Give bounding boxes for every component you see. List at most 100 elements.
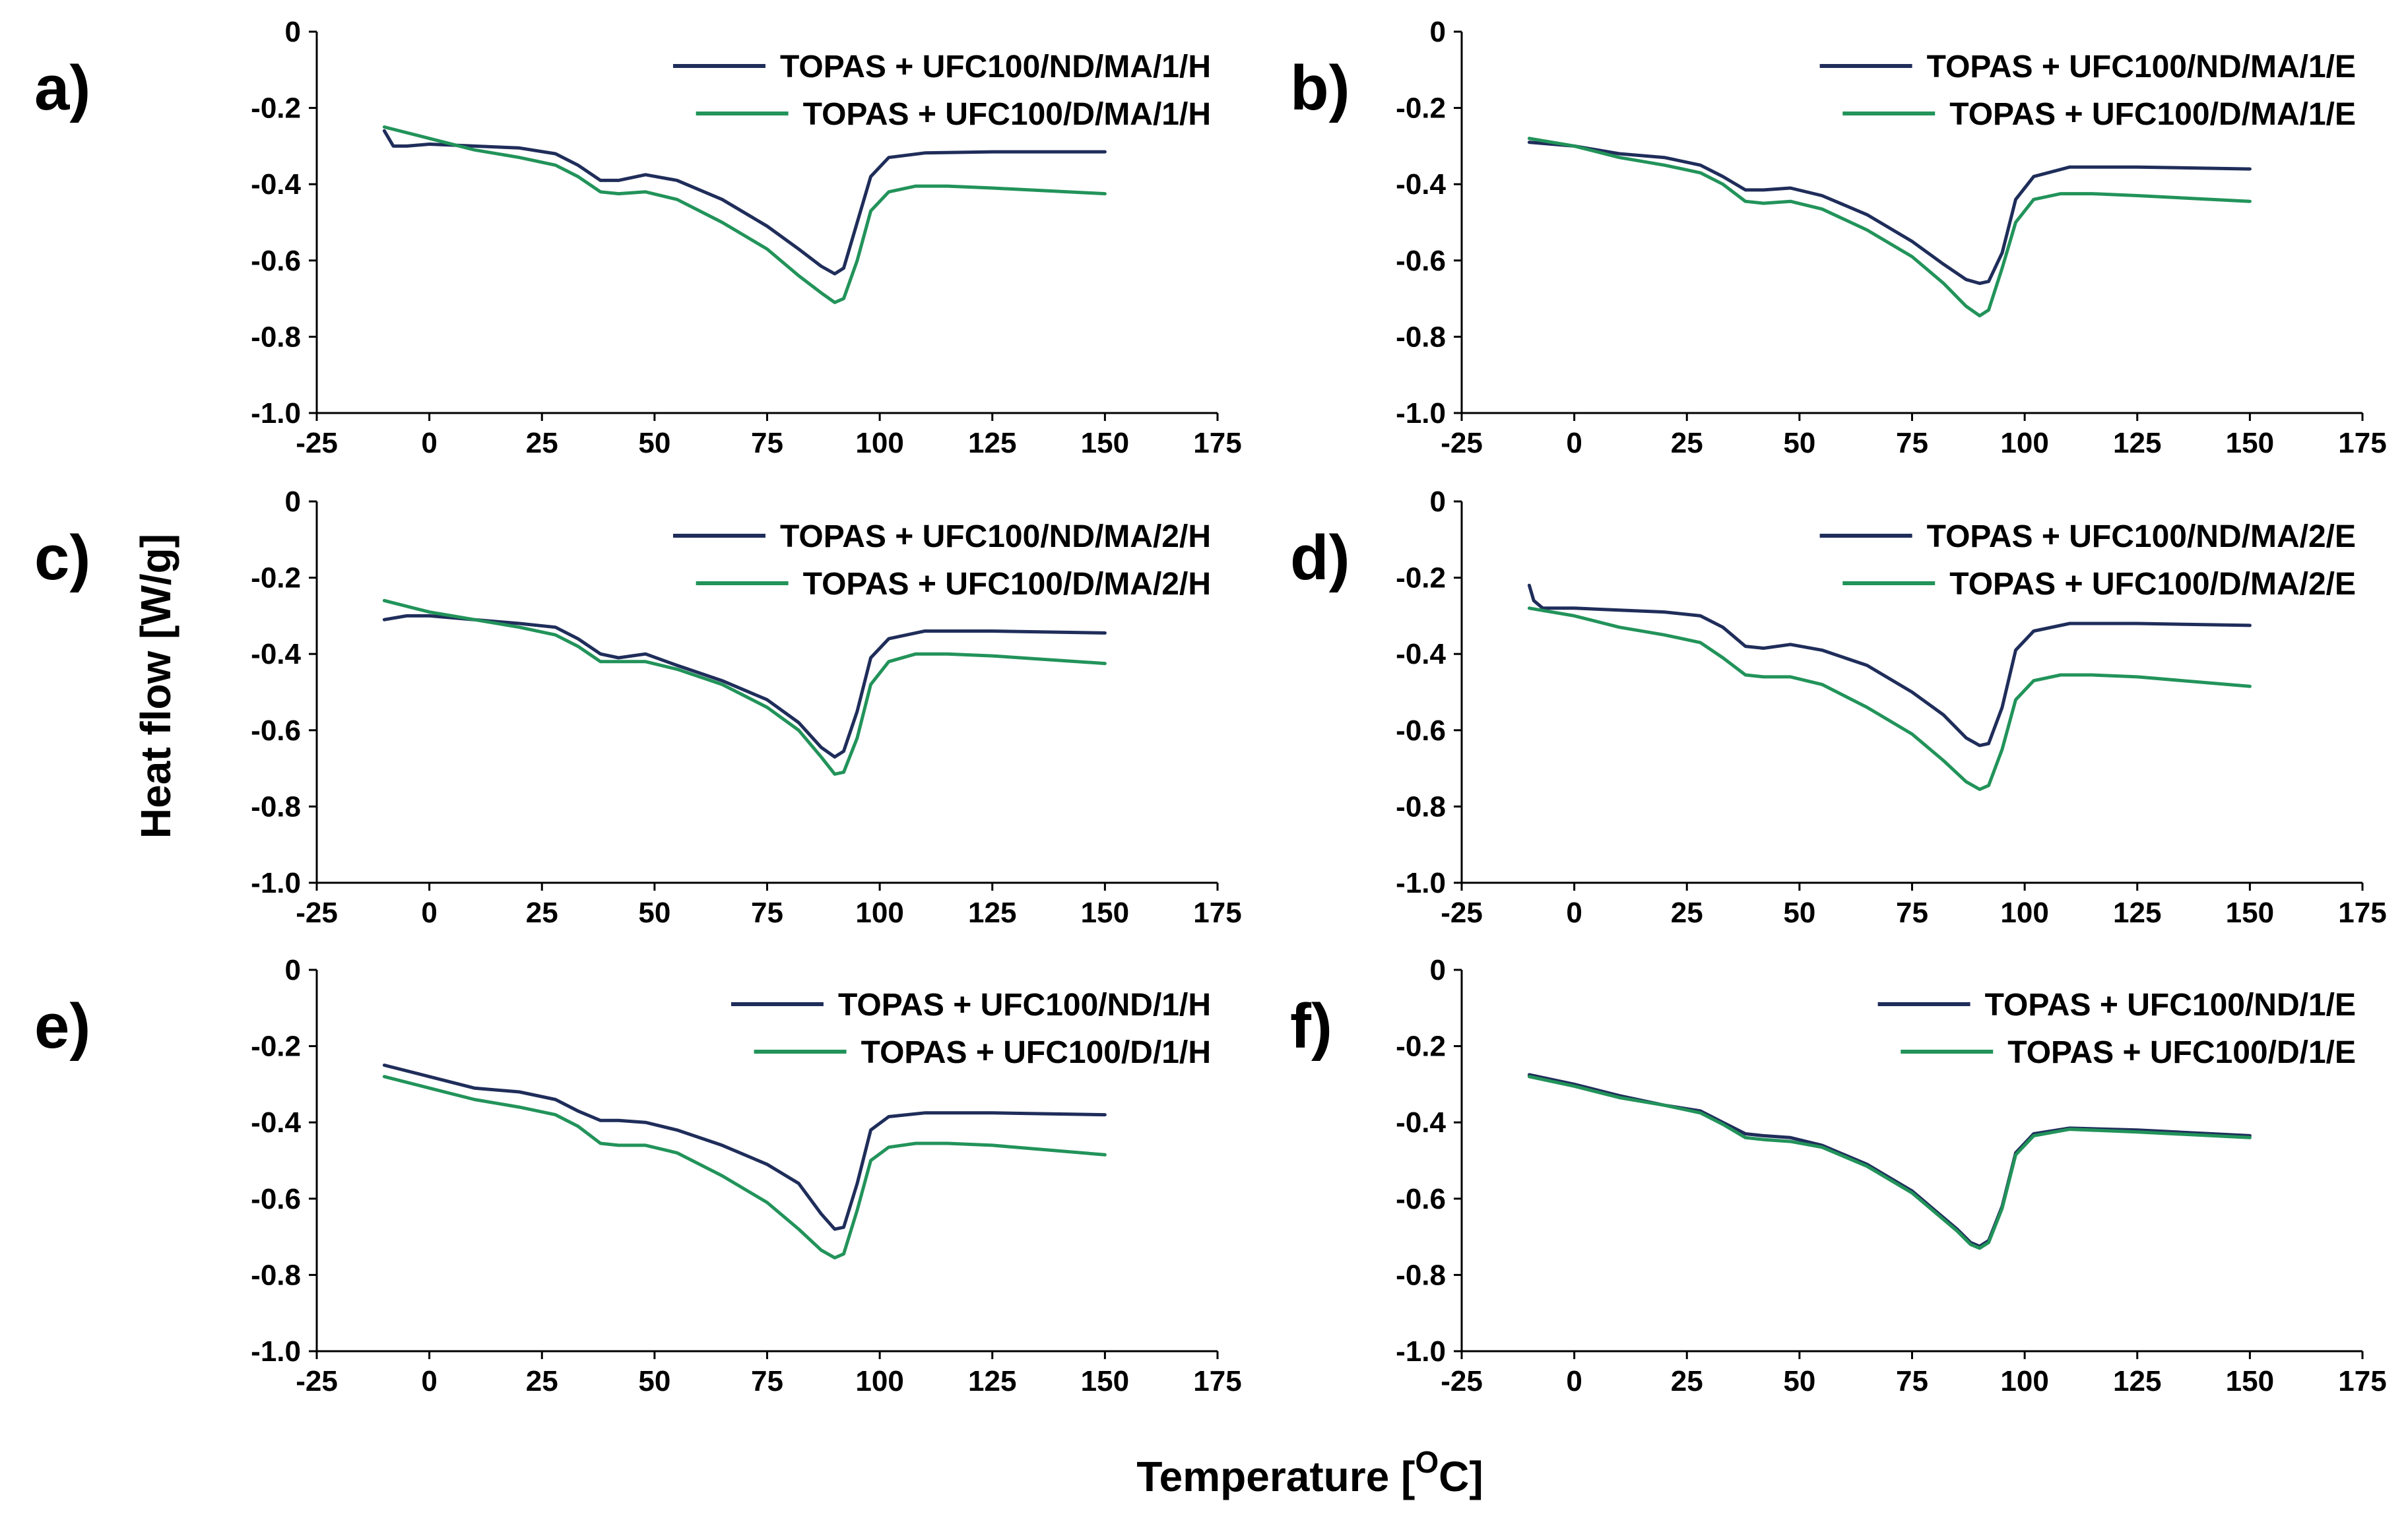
y-tick-label: -0.6: [1396, 715, 1446, 747]
y-tick-label: -0.2: [1396, 1031, 1446, 1063]
x-tick-label: 25: [526, 427, 558, 459]
x-tick-label: 25: [1671, 1365, 1703, 1397]
x-tick-label: 50: [638, 897, 670, 929]
x-tick-label: 100: [855, 427, 903, 459]
y-tick-label: -0.4: [251, 1106, 301, 1139]
chart-panel-4: 0 -0.2 -0.4 -0.6 -0.8 -1.0-25 0 25 50 75 100 125 150…: [1290, 486, 2387, 929]
y-tick-label: 0: [285, 954, 301, 986]
x-tick-label: 150: [1081, 427, 1129, 459]
x-tick-label: -25: [1441, 427, 1483, 459]
series-line-d: [1527, 606, 2252, 791]
panel-label: b): [1290, 53, 1350, 123]
x-tick-label: 50: [1783, 427, 1815, 459]
series-line-d: [1527, 137, 2252, 318]
x-axis-title-main: Temperature [: [1136, 1453, 1415, 1500]
y-tick-label: -0.2: [251, 92, 301, 125]
x-tick-label: 100: [2000, 1365, 2048, 1397]
x-tick-label: 125: [968, 1365, 1016, 1397]
panel-label: f): [1290, 991, 1332, 1062]
x-tick-label: 25: [526, 897, 558, 929]
y-tick-label: -1.0: [251, 397, 301, 430]
y-tick-label: -0.2: [251, 562, 301, 594]
x-tick-label: 75: [1896, 427, 1928, 459]
legend-label: TOPAS + UFC100/ND/MA/1/H: [780, 49, 1211, 84]
x-tick-label: 150: [2226, 1365, 2274, 1397]
x-tick-label: 175: [1193, 427, 1241, 459]
y-tick-label: 0: [1430, 16, 1446, 48]
legend-label: TOPAS + UFC100/D/MA/1/E: [1949, 97, 2356, 132]
y-tick-label: -0.8: [251, 790, 301, 823]
axis-lines: [1460, 32, 2362, 414]
x-tick-label: 0: [421, 897, 437, 929]
legend-label: TOPAS + UFC100/D/1/H: [861, 1035, 1211, 1070]
y-tick-label: -1.0: [1396, 397, 1446, 430]
chart-panel-6: 0 -0.2 -0.4 -0.6 -0.8 -1.0-25 0 25 50 75 100 125 150…: [1290, 954, 2387, 1397]
x-tick-label: 150: [1081, 897, 1129, 929]
series-line-nd: [382, 129, 1107, 276]
y-tick-label: -0.8: [1396, 790, 1446, 823]
y-tick-label: -0.2: [1396, 92, 1446, 125]
x-tick-label: 25: [526, 1365, 558, 1397]
legend-label: TOPAS + UFC100/ND/MA/2/E: [1927, 519, 2356, 554]
x-tick-label: 125: [968, 427, 1016, 459]
x-axis-title: Temperature [OC]: [1136, 1445, 1483, 1500]
legend-label: TOPAS + UFC100/D/MA/2/H: [803, 567, 1211, 602]
x-tick-label: 125: [2113, 1365, 2161, 1397]
y-tick-label: -1.0: [251, 1335, 301, 1368]
x-tick-label: 150: [2226, 897, 2274, 929]
x-tick-label: 125: [2113, 897, 2161, 929]
legend-label: TOPAS + UFC100/ND/MA/1/E: [1927, 49, 2356, 84]
x-tick-label: 50: [638, 427, 670, 459]
x-tick-label: 175: [2338, 897, 2386, 929]
legend-label: TOPAS + UFC100/ND/1/E: [1985, 988, 2356, 1023]
x-tick-label: 175: [1193, 897, 1241, 929]
y-tick-label: 0: [285, 486, 301, 518]
y-tick-label: -0.6: [251, 715, 301, 747]
x-tick-label: 150: [2226, 427, 2274, 459]
y-tick-label: -0.2: [1396, 562, 1446, 594]
x-tick-label: 0: [421, 1365, 437, 1397]
y-axis-title: Heat flow [W/g]: [132, 534, 179, 839]
y-tick-label: -0.8: [251, 321, 301, 353]
panel-label: d): [1290, 523, 1350, 593]
series-line-d: [1527, 1075, 2252, 1250]
x-tick-label: 0: [421, 427, 437, 459]
x-tick-label: 0: [1566, 427, 1582, 459]
x-tick-label: 50: [1783, 897, 1815, 929]
x-tick-label: 175: [2338, 1365, 2386, 1397]
x-tick-label: 75: [751, 1365, 783, 1397]
axis-lines: [1460, 970, 2362, 1353]
y-tick-label: -0.6: [251, 1183, 301, 1215]
y-tick-label: -0.8: [251, 1259, 301, 1291]
x-axis-title-end: C]: [1439, 1453, 1483, 1500]
series-line-d: [382, 598, 1107, 776]
series-line-nd: [1527, 583, 2252, 748]
y-tick-label: -0.6: [1396, 1183, 1446, 1215]
x-tick-label: 50: [1783, 1365, 1815, 1397]
x-tick-label: 175: [2338, 427, 2386, 459]
y-tick-label: -1.0: [1396, 867, 1446, 899]
x-tick-label: 0: [1566, 897, 1582, 929]
chart-panel-1: 0 -0.2 -0.4 -0.6 -0.8 -1.0-25 0 25 50 75 100 125 150…: [34, 16, 1242, 459]
x-tick-label: 100: [855, 897, 903, 929]
x-tick-label: -25: [1441, 897, 1483, 929]
y-tick-label: -0.8: [1396, 321, 1446, 353]
axis-lines: [315, 32, 1218, 414]
legend-label: TOPAS + UFC100/D/MA/2/E: [1949, 567, 2356, 602]
legend-label: TOPAS + UFC100/ND/MA/2/H: [780, 519, 1211, 554]
x-tick-label: 0: [1566, 1365, 1582, 1397]
legend-label: TOPAS + UFC100/ND/1/H: [838, 988, 1211, 1023]
panel-label: e): [34, 991, 90, 1062]
y-tick-label: -1.0: [251, 867, 301, 899]
series-line-nd: [382, 1064, 1107, 1231]
x-tick-label: 150: [1081, 1365, 1129, 1397]
panel-label: a): [34, 53, 90, 123]
x-tick-label: 100: [855, 1365, 903, 1397]
x-tick-label: 100: [2000, 897, 2048, 929]
legend-label: TOPAS + UFC100/D/1/E: [2007, 1035, 2356, 1070]
x-tick-label: -25: [1441, 1365, 1483, 1397]
y-tick-label: -0.4: [251, 638, 301, 670]
x-axis-title-superscript: O: [1415, 1445, 1439, 1479]
chart-panel-5: 0 -0.2 -0.4 -0.6 -0.8 -1.0-25 0 25 50 75 100 125 150…: [34, 954, 1242, 1397]
